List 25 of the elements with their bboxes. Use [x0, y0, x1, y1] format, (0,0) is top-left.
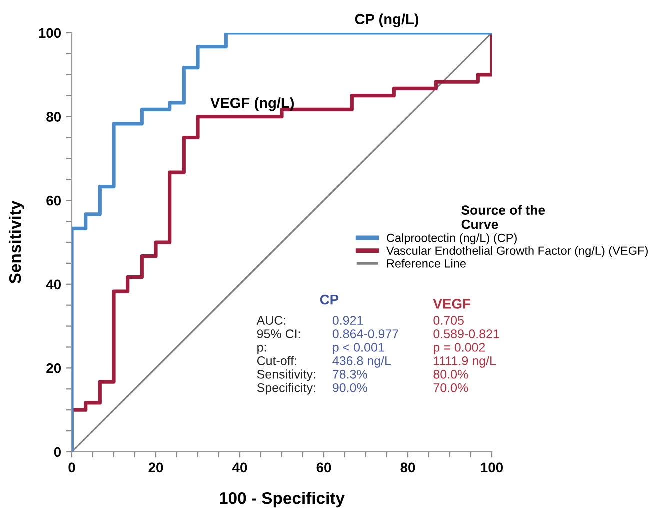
annotation: VEGF (ng/L) [210, 98, 294, 112]
x-tick-label: 80 [400, 462, 416, 473]
annotation: CP [320, 294, 339, 305]
x-tick-label: 100 [481, 462, 504, 473]
annotation: CP (ng/L) [355, 14, 419, 28]
legend-label: Vascular Endothelial Growth Factor (ng/L) (VEGF) [386, 246, 648, 258]
annotation: VEGF [433, 299, 471, 309]
x-tick-label: 0 [68, 462, 76, 473]
y-tick-label: 80 [46, 112, 62, 122]
x-tick-label: 20 [148, 462, 164, 473]
x-tick-label: 40 [232, 462, 248, 473]
annotation: 0.705 0.589-0.821 p = 0.002 1111.9 ng/L 80.0% 70.0% [434, 316, 500, 392]
y-tick-label: 20 [46, 364, 62, 374]
legend-label: Reference Line [387, 259, 466, 268]
x-tick-label: 60 [316, 462, 332, 473]
legend-title: Source of the Curve [462, 205, 546, 230]
y-tick-label: 100 [39, 28, 62, 38]
y-tick-label: 0 [54, 447, 62, 458]
annotation: 0.921 0.864-0.977 p < 0.001 436.8 ng/L 78.3% 90.0% [332, 316, 398, 392]
x-axis-title: 100 - Specificity [220, 492, 345, 508]
y-tick-label: 40 [46, 280, 62, 290]
y-tick-label: 60 [46, 196, 62, 206]
legend-label: Calprootectin (ng/L) (CP) [387, 234, 517, 245]
y-axis-title: Sensitivity [8, 200, 25, 284]
annotation: AUC: 95% CI: p: Cut-off: Sensitivity: Specificity: [256, 316, 316, 395]
